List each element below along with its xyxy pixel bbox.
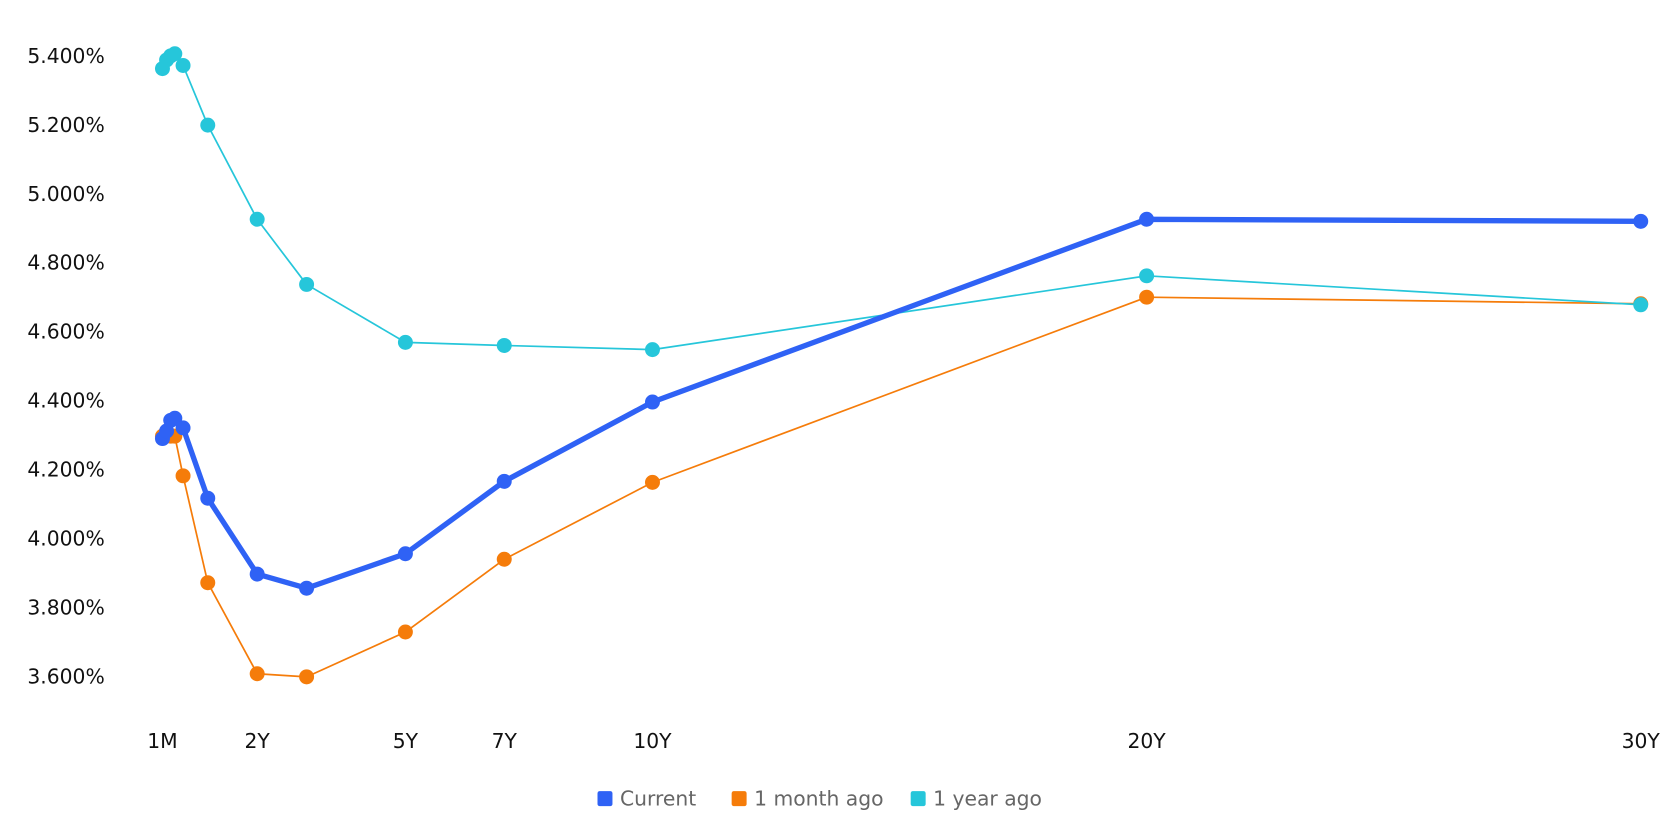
legend-item[interactable]: 1 month ago (731, 787, 884, 811)
y-tick-label: 5.200% (27, 113, 104, 137)
series (154, 289, 1649, 685)
legend-swatch (597, 791, 613, 807)
data-point (496, 473, 512, 489)
data-point (299, 580, 315, 596)
data-point (397, 624, 413, 640)
x-tick-label: 30Y (1622, 729, 1661, 753)
x-tick-label: 20Y (1127, 729, 1166, 753)
legend-label: 1 year ago (933, 787, 1042, 811)
y-tick-label: 3.800% (27, 596, 104, 620)
data-point (496, 337, 512, 353)
y-tick-label: 4.600% (27, 320, 104, 344)
y-tick-label: 3.600% (27, 665, 104, 689)
data-point (249, 566, 265, 582)
data-point (200, 117, 216, 133)
y-tick-label: 5.400% (27, 44, 104, 68)
legend-item[interactable]: 1 year ago (910, 787, 1042, 811)
data-point (299, 669, 315, 685)
y-tick-label: 4.000% (27, 527, 104, 551)
y-tick-label: 4.400% (27, 389, 104, 413)
data-point (1139, 289, 1155, 305)
legend: Current 1 month ago 1 year ago (597, 787, 1042, 811)
data-point (496, 551, 512, 567)
data-point (175, 468, 191, 484)
data-point (1633, 213, 1649, 229)
legend-swatch (731, 791, 747, 807)
data-point (299, 276, 315, 292)
data-point (1139, 211, 1155, 227)
data-point (175, 57, 191, 73)
series-line (161, 52, 1641, 351)
y-tick-label: 4.200% (27, 458, 104, 482)
x-tick-label: 7Y (492, 729, 518, 753)
data-point (167, 46, 183, 62)
data-point (644, 342, 660, 358)
data-point (175, 420, 191, 436)
x-tick-label: 1M (147, 729, 177, 753)
data-point (249, 666, 265, 682)
data-point (249, 211, 265, 227)
data-point (1633, 297, 1649, 313)
x-tick-label: 10Y (633, 729, 672, 753)
data-point (397, 546, 413, 562)
legend-label: 1 month ago (754, 787, 883, 811)
data-point (200, 575, 216, 591)
legend-swatch (910, 791, 926, 807)
data-point (644, 394, 660, 410)
y-tick-label: 5.000% (27, 182, 104, 206)
series-line (161, 296, 1641, 678)
series-line (160, 216, 1641, 591)
series (154, 46, 1649, 358)
legend-item[interactable]: Current (597, 787, 697, 811)
x-tick-label: 2Y (245, 729, 271, 753)
data-point (644, 474, 660, 490)
legend-label: Current (620, 787, 696, 811)
x-tick-label: 5Y (393, 729, 419, 753)
series (154, 211, 1649, 596)
data-point (397, 334, 413, 350)
y-tick-label: 4.800% (27, 251, 104, 275)
data-point (200, 490, 216, 506)
data-point (1139, 268, 1155, 284)
